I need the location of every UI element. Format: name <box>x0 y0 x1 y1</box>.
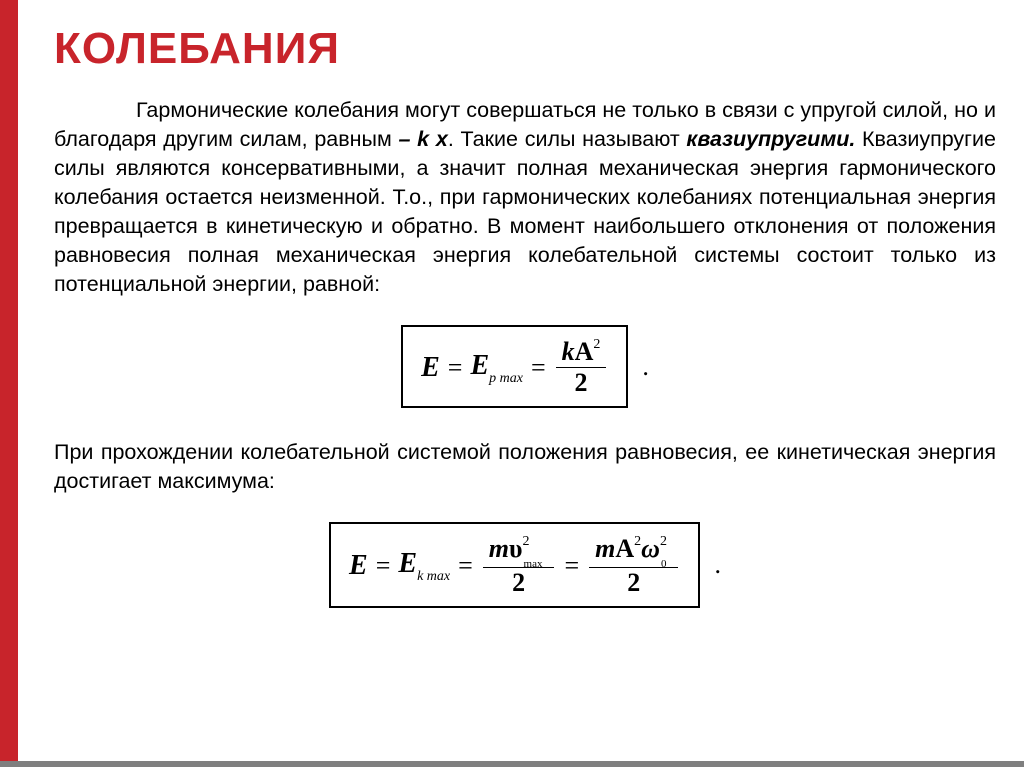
formula-1-period: . <box>642 352 649 382</box>
f2-m2: m <box>595 534 615 563</box>
f2-mid-var: E <box>398 548 417 579</box>
f2-v-sub: max <box>524 558 543 570</box>
formula-1-box: E = Ep max = kA2 2 <box>401 325 628 408</box>
f2-w-sup: 2 <box>660 534 667 549</box>
f1-lhs: E <box>421 352 440 384</box>
f2-mid-sub: k max <box>417 569 450 584</box>
f2-lhs: E <box>349 550 368 582</box>
f2-frac2-num: mA2ω20 <box>589 534 678 568</box>
f2-den2: 2 <box>621 568 646 598</box>
equals-icon: = <box>376 551 391 581</box>
f2-A2: A <box>615 534 634 563</box>
p1-quasi: квазиупругими. <box>686 127 855 151</box>
f1-num: kA2 <box>556 337 607 368</box>
f1-k: k <box>562 337 575 366</box>
f1-fraction: kA2 2 <box>556 337 607 398</box>
equals-icon: = <box>564 551 579 581</box>
f2-frac2: mA2ω20 2 <box>589 534 678 598</box>
formula-2-row: E = Ek max = mυ2max 2 = mA2ω20 2 . <box>54 522 996 608</box>
p1-kx: – k x <box>399 127 448 151</box>
p1-tail: Квазиупругие силы являются консервативны… <box>54 127 996 296</box>
paragraph-2: При прохождении колебательной системой п… <box>54 438 996 496</box>
f1-mid: Ep max <box>470 350 523 385</box>
formula-2-box: E = Ek max = mυ2max 2 = mA2ω20 2 <box>329 522 700 608</box>
f2-w-sub: 0 <box>661 558 667 570</box>
f1-mid-var: E <box>470 350 489 381</box>
f2-frac1-num: mυ2 max <box>483 534 555 568</box>
f2-m1: m <box>489 534 509 563</box>
equals-icon: = <box>531 353 546 383</box>
f1-den: 2 <box>569 368 594 398</box>
paragraph-1: Гармонические колебания могут совершатьс… <box>54 96 996 299</box>
f2-w: ω <box>641 534 660 563</box>
f2-v-sup: 2 <box>523 534 530 549</box>
f2-A2-sup: 2 <box>634 534 641 549</box>
f2-v: υ <box>509 534 523 563</box>
formula-2-period: . <box>714 550 721 580</box>
slide-title: КОЛЕБАНИЯ <box>54 24 996 74</box>
f2-den1: 2 <box>506 568 531 598</box>
accent-bar <box>0 0 18 767</box>
p1-after-kx: . Такие силы называют <box>448 127 687 151</box>
formula-1-row: E = Ep max = kA2 2 . <box>54 325 996 408</box>
slide-content: КОЛЕБАНИЯ Гармонические колебания могут … <box>18 0 1024 761</box>
f1-A: A <box>575 337 594 366</box>
equals-icon: = <box>448 353 463 383</box>
f2-frac1: mυ2max 2 <box>483 534 555 598</box>
f2-mid: Ek max <box>398 548 450 583</box>
equals-icon: = <box>458 551 473 581</box>
f1-mid-sub: p max <box>489 371 523 386</box>
bottom-bar <box>0 761 1024 767</box>
f1-A-sup: 2 <box>593 337 600 352</box>
